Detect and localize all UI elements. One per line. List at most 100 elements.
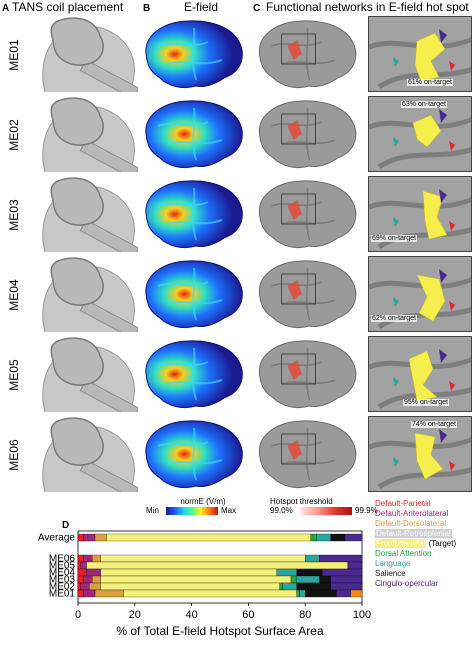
coil-placement-render bbox=[26, 16, 138, 92]
category-label: Average bbox=[38, 533, 76, 544]
legend-item: Language bbox=[375, 559, 474, 569]
legend-item: Default-Parietal bbox=[375, 499, 474, 509]
efield-colorbar: normE (V/m) Min Max bbox=[146, 497, 240, 516]
category-label: ME03 bbox=[49, 575, 76, 586]
bar-segment bbox=[77, 589, 84, 598]
on-target-label: 63% on-target bbox=[401, 101, 447, 108]
efield-colorbar-gradient bbox=[166, 507, 218, 515]
bar-segment bbox=[94, 533, 107, 542]
hotspot-colorbar-title: Hotspot threshold bbox=[270, 497, 333, 506]
bar-segment bbox=[279, 582, 283, 591]
bar-segment bbox=[276, 568, 297, 577]
efield-brain-render bbox=[138, 176, 250, 252]
on-target-label: 95% on-target bbox=[403, 399, 449, 406]
category-label: ME01 bbox=[49, 589, 76, 600]
legend-suffix: (Target) bbox=[426, 539, 457, 548]
bar-segment bbox=[282, 582, 297, 591]
panel-b-letter: B bbox=[143, 3, 151, 14]
legend-item: Cingulo-opercular bbox=[375, 579, 474, 589]
bar-segment bbox=[77, 582, 81, 591]
bar-segment bbox=[347, 561, 363, 570]
bar-segment bbox=[305, 589, 337, 598]
legend-item: Salience bbox=[375, 569, 474, 579]
legend-label: Language bbox=[375, 559, 411, 568]
on-target-label: 62% on-target bbox=[371, 315, 417, 322]
bar-segment bbox=[92, 554, 101, 563]
coil-placement-render bbox=[26, 416, 138, 492]
x-tick-label: 20 bbox=[129, 609, 141, 621]
hotspot-brain-render bbox=[250, 416, 365, 492]
on-target-label: 69% on-target bbox=[371, 235, 417, 242]
category-label: ME02 bbox=[49, 582, 76, 593]
subject-label: ME01 bbox=[7, 39, 21, 71]
coil-placement-render bbox=[26, 96, 138, 172]
x-tick-label: 80 bbox=[299, 609, 311, 621]
coil-placement-render bbox=[26, 176, 138, 252]
legend-label: Default-Dorsolateral bbox=[375, 519, 447, 528]
bar-segment bbox=[92, 575, 101, 584]
hotspot-zoom-inset: 63% on-target bbox=[368, 96, 472, 172]
legend-label: Default-Parietal bbox=[375, 499, 431, 508]
bar-segment bbox=[83, 554, 93, 563]
legend-item: Default-Dorsolateral bbox=[375, 519, 474, 529]
bar-segment bbox=[86, 568, 101, 577]
bar-segment bbox=[296, 582, 331, 591]
on-target-label: 74% on-target bbox=[411, 421, 457, 428]
bar-segment bbox=[330, 533, 346, 542]
bar-segment bbox=[336, 589, 351, 598]
legend-label: Cingulo-opercular bbox=[375, 579, 439, 588]
legend-label: Dorsal Attention bbox=[375, 549, 432, 558]
legend-item: Dorsal Attention bbox=[375, 549, 474, 559]
hotspot-zoom-inset: 74% on-target bbox=[368, 416, 472, 492]
x-tick-label: 40 bbox=[185, 609, 197, 621]
bar-segment bbox=[123, 589, 297, 598]
subject-label: ME03 bbox=[7, 199, 21, 231]
bar-segment bbox=[83, 589, 96, 598]
bar-segment bbox=[100, 575, 292, 584]
legend-label: Default-Retrosplenial bbox=[375, 529, 452, 538]
panel-d-letter: D bbox=[62, 520, 70, 531]
hotspot-colorbar-max: 99.9% bbox=[355, 506, 378, 515]
bar-segment bbox=[77, 561, 81, 570]
hotspot-zoom-inset: 61% on-target bbox=[368, 16, 472, 92]
bar-segment bbox=[100, 554, 306, 563]
bar-segment bbox=[322, 568, 363, 577]
efield-colorbar-max: Max bbox=[221, 506, 237, 515]
legend-label: Salience bbox=[375, 569, 406, 578]
bar-segment bbox=[296, 575, 320, 584]
x-tick-label: 0 bbox=[75, 609, 81, 621]
panel-a-title: TANS coil placement bbox=[12, 0, 124, 14]
efield-colorbar-min: Min bbox=[146, 506, 159, 515]
efield-brain-render bbox=[138, 256, 250, 332]
bar-segment bbox=[330, 575, 363, 584]
legend-item: Frontoparietal (Target) bbox=[375, 539, 474, 549]
bar-segment bbox=[330, 582, 363, 591]
panel-b-title: E-field bbox=[184, 0, 219, 14]
bar-segment bbox=[77, 568, 87, 577]
bar-segment bbox=[296, 568, 323, 577]
bar-segment bbox=[344, 533, 363, 542]
bar-segment bbox=[100, 568, 277, 577]
bar-segment bbox=[290, 575, 297, 584]
subject-label: ME05 bbox=[7, 359, 21, 391]
bar-segment bbox=[77, 554, 84, 563]
legend-label: Default-Anterolateral bbox=[375, 509, 449, 518]
bar-segment bbox=[100, 582, 280, 591]
bar-segment bbox=[89, 582, 101, 591]
bar-segment bbox=[83, 533, 96, 542]
bar-segment bbox=[316, 533, 331, 542]
coil-placement-render bbox=[26, 336, 138, 412]
bar-segment bbox=[77, 575, 84, 584]
efield-brain-render bbox=[138, 96, 250, 172]
subject-label: ME04 bbox=[7, 279, 21, 311]
category-label: ME04 bbox=[49, 568, 76, 579]
panel-a-letter: A bbox=[2, 3, 10, 14]
bar-segment bbox=[319, 575, 331, 584]
bar-segment bbox=[319, 554, 363, 563]
hotspot-colorbar-min: 99.0% bbox=[270, 506, 293, 515]
bar-segment bbox=[86, 561, 348, 570]
x-axis-label: % of Total E-field Hotspot Surface Area bbox=[116, 624, 324, 638]
efield-brain-render bbox=[138, 336, 250, 412]
hotspot-brain-render bbox=[250, 256, 365, 332]
